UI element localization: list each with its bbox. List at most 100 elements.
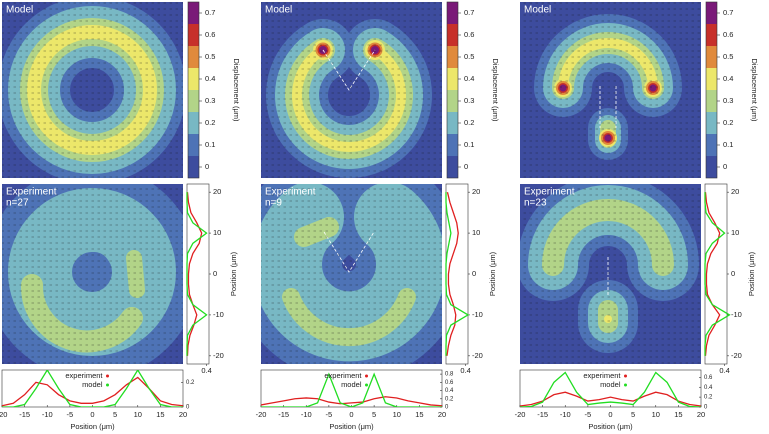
x-tick-label: 10 bbox=[652, 410, 660, 419]
y-tick-label: -20 bbox=[472, 351, 483, 360]
legend-marker bbox=[624, 374, 627, 378]
x-tick-label: 0 bbox=[608, 410, 612, 419]
quiver-field bbox=[2, 2, 183, 178]
x-tick-label: 5 bbox=[372, 410, 376, 419]
x-tick-label: 10 bbox=[134, 410, 142, 419]
colorbar-label: Displacement (μm) bbox=[491, 58, 500, 122]
colorbar-band bbox=[706, 134, 717, 156]
profile-line bbox=[520, 371, 701, 407]
colorbar-band bbox=[188, 90, 199, 112]
x-tick-label: -20 bbox=[256, 410, 267, 419]
y-tick-label: 20 bbox=[213, 187, 221, 196]
legend-marker bbox=[106, 374, 109, 378]
y-tick-label: 0.4 bbox=[445, 388, 454, 394]
y-tick-label: 0.4 bbox=[704, 385, 713, 391]
legend-label: experiment bbox=[583, 371, 621, 380]
colorbar-band bbox=[706, 24, 717, 46]
y-axis-label: Position (μm) bbox=[229, 251, 238, 296]
y-tick-label: 0 bbox=[472, 269, 476, 278]
x-tick-label: -15 bbox=[537, 410, 548, 419]
colorbar-tick-label: 0.3 bbox=[464, 96, 474, 105]
profile-line bbox=[186, 192, 208, 356]
colorbar-band bbox=[447, 156, 458, 178]
panel-title: Experiment bbox=[6, 187, 57, 198]
y-tick-label: 0 bbox=[704, 405, 708, 411]
x-tick-label: 0.4 bbox=[201, 366, 211, 375]
legend-label: experiment bbox=[324, 371, 362, 380]
colorbar-tick-label: 0.4 bbox=[723, 74, 733, 83]
colorbar-frame bbox=[705, 1, 718, 179]
x-tick-label: -15 bbox=[19, 410, 30, 419]
panel-subtitle: n=27 bbox=[6, 198, 29, 209]
y-tick-label: 0.2 bbox=[186, 380, 195, 386]
colorbar-band bbox=[706, 156, 717, 178]
panel-title: Model bbox=[6, 5, 33, 16]
quiver-field bbox=[520, 2, 701, 178]
y-tick-label: 20 bbox=[472, 187, 480, 196]
profile-line bbox=[446, 192, 459, 356]
experiment-panel bbox=[261, 184, 442, 364]
colorbar-tick-label: 0.5 bbox=[205, 52, 215, 61]
profile-line bbox=[520, 391, 701, 407]
y-tick-label: 0.8 bbox=[445, 372, 454, 378]
x-tick-label: -10 bbox=[42, 410, 53, 419]
profile-line bbox=[704, 192, 731, 356]
colorbar-band bbox=[188, 156, 199, 178]
colorbar-tick-label: 0.2 bbox=[205, 118, 215, 127]
colorbar-band bbox=[188, 24, 199, 46]
colorbar-tick-label: 0.6 bbox=[464, 30, 474, 39]
y-tick-label: 10 bbox=[731, 228, 739, 237]
colorbar-tick-label: 0.2 bbox=[464, 118, 474, 127]
colorbar-band bbox=[188, 112, 199, 134]
x-tick-label: -5 bbox=[585, 410, 592, 419]
legend-label: model bbox=[82, 380, 103, 389]
colorbar-band bbox=[706, 90, 717, 112]
x-tick-label: -20 bbox=[0, 410, 7, 419]
x-axis-label: Position (μm) bbox=[588, 422, 633, 431]
legend-label: model bbox=[600, 380, 621, 389]
legend-marker bbox=[365, 383, 368, 387]
x-tick-label: 20 bbox=[697, 410, 705, 419]
colorbar-band bbox=[706, 68, 717, 90]
y-tick-label: 0.2 bbox=[445, 396, 454, 402]
colorbar-tick-label: 0 bbox=[723, 162, 727, 171]
profile-line bbox=[261, 396, 442, 407]
colorbar-tick-label: 0 bbox=[464, 162, 468, 171]
experiment-panel bbox=[520, 184, 701, 364]
x-tick-label: -5 bbox=[326, 410, 333, 419]
colorbar-band bbox=[447, 46, 458, 68]
x-tick-label: -5 bbox=[67, 410, 74, 419]
y-tick-label: 10 bbox=[472, 228, 480, 237]
model-panel bbox=[261, 2, 442, 178]
x-tick-label: 0.4 bbox=[719, 366, 729, 375]
panel-subtitle: n=23 bbox=[524, 198, 547, 209]
legend-marker bbox=[106, 383, 109, 387]
colorbar-tick-label: 0.3 bbox=[205, 96, 215, 105]
colorbar-band bbox=[188, 68, 199, 90]
colorbar-label: Displacement (μm) bbox=[750, 58, 759, 122]
x-tick-label: 0.4 bbox=[460, 366, 470, 375]
y-tick-label: 0.6 bbox=[704, 375, 713, 381]
colorbar-band bbox=[447, 68, 458, 90]
profile-line bbox=[186, 192, 203, 356]
profile-lines bbox=[520, 371, 701, 407]
x-tick-label: 10 bbox=[393, 410, 401, 419]
colorbar-tick-label: 0.1 bbox=[723, 140, 733, 149]
x-tick-label: -15 bbox=[278, 410, 289, 419]
colorbar-tick-label: 0.7 bbox=[464, 8, 474, 17]
colorbar-band bbox=[706, 46, 717, 68]
y-tick-label: 0.2 bbox=[704, 395, 713, 401]
panel-title: Model bbox=[524, 5, 551, 16]
colorbar-band bbox=[188, 134, 199, 156]
colorbar-frame bbox=[187, 1, 200, 179]
profile-line bbox=[2, 370, 183, 407]
profile-lines bbox=[261, 372, 442, 407]
colorbar-band bbox=[706, 112, 717, 134]
colorbar-band bbox=[188, 46, 199, 68]
colorbar-tick-label: 0.6 bbox=[205, 30, 215, 39]
y-tick-label: 0 bbox=[213, 269, 217, 278]
